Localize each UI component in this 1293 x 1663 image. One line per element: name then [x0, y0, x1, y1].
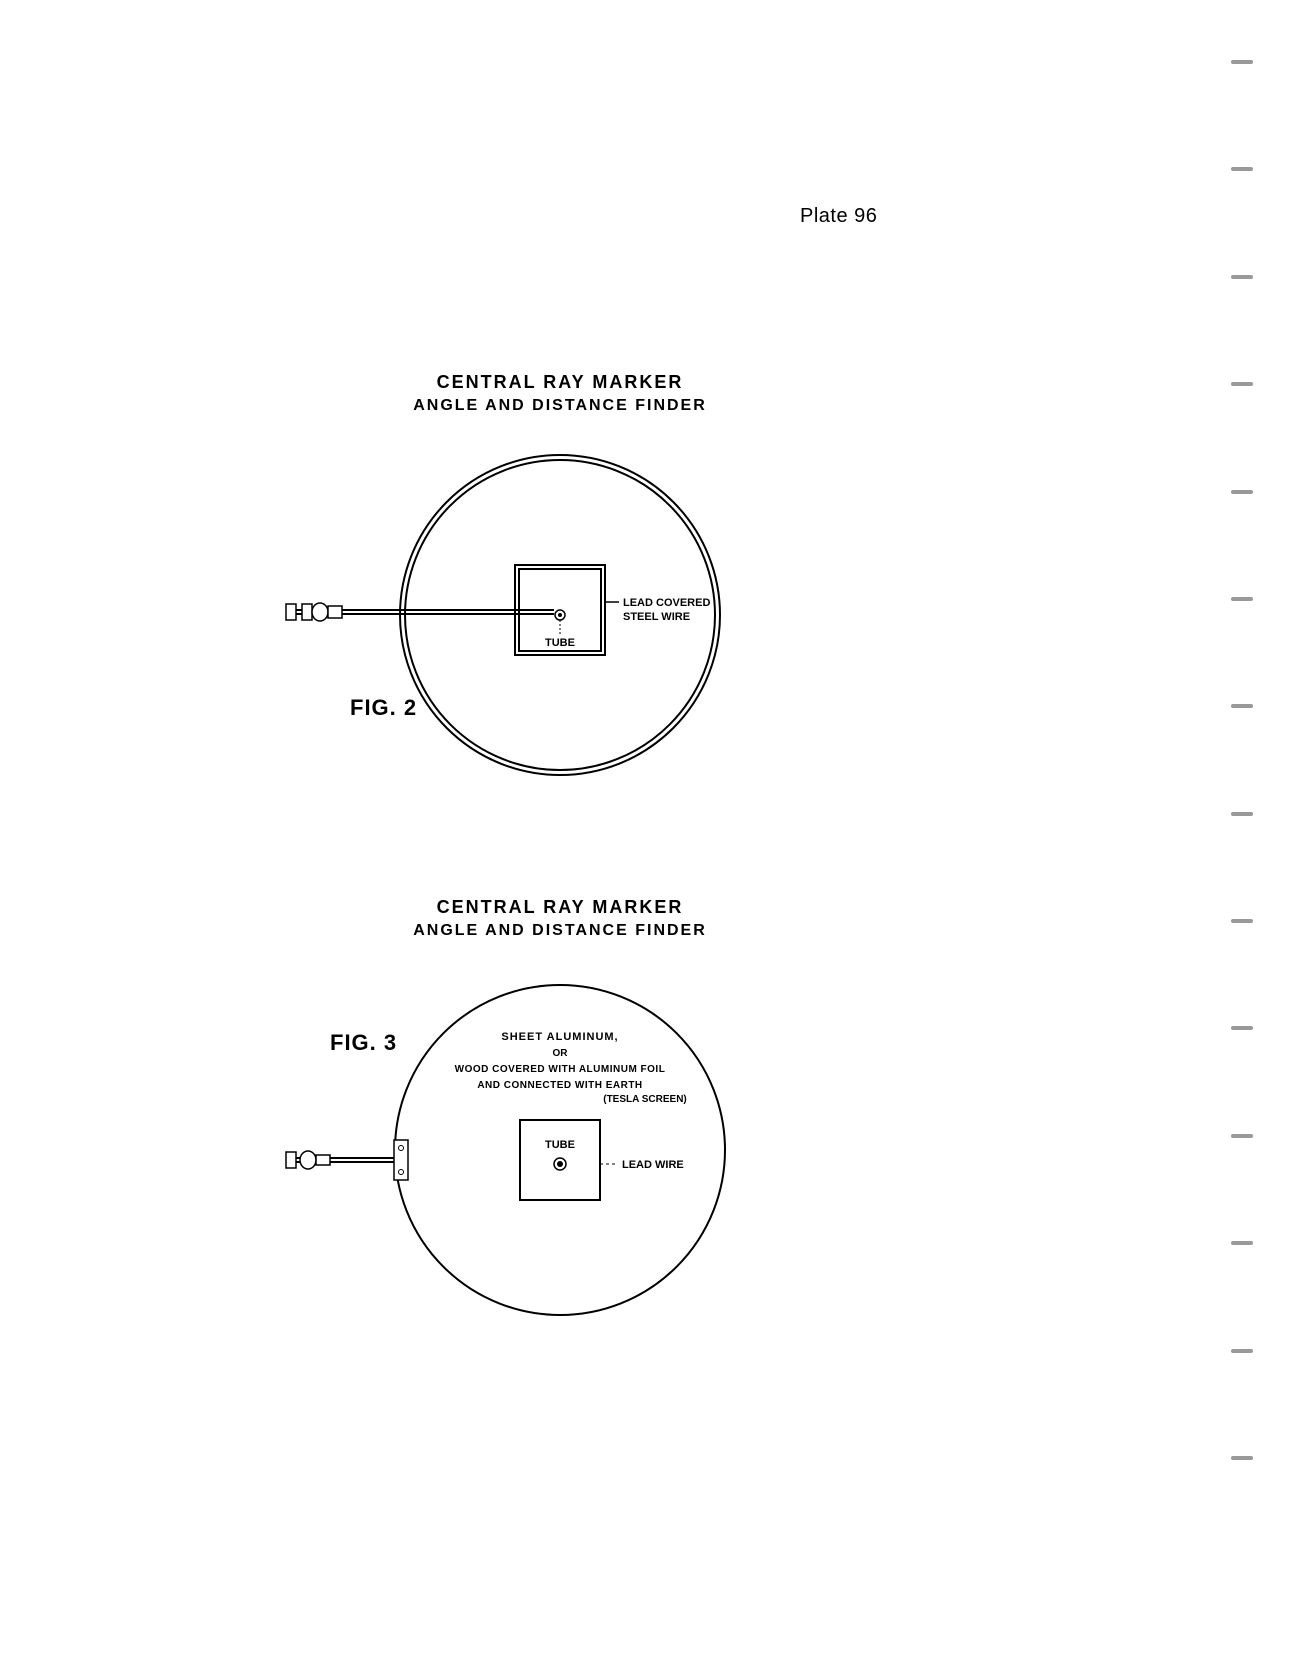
- figure-3-subtitle: ANGLE AND DISTANCE FINDER: [260, 922, 860, 940]
- tube-label: TUBE: [545, 637, 575, 649]
- figure-3-title: CENTRAL RAY MARKER: [260, 895, 860, 920]
- header-line-3: WOOD COVERED WITH ALUMINUM FOIL: [455, 1064, 666, 1075]
- connector-knob: [300, 1151, 316, 1169]
- header-line-1: SHEET ALUMINUM,: [501, 1031, 618, 1043]
- header-line-5: (TESLA SCREEN): [603, 1094, 687, 1105]
- figure-2-label: FIG. 2: [350, 695, 417, 720]
- tube-dot-center: [558, 613, 562, 617]
- page: Plate 96 CENTRAL RAY MARKER ANGLE AND DI…: [0, 0, 1293, 1663]
- connector-knob: [312, 603, 328, 621]
- square: [520, 1120, 600, 1200]
- lead-wire-label: LEAD WIRE: [622, 1159, 684, 1171]
- figure-2-subtitle: ANGLE AND DISTANCE FINDER: [260, 397, 860, 415]
- connector-flange-right: [302, 604, 312, 620]
- header-line-2: OR: [553, 1048, 569, 1059]
- figure-2-block: CENTRAL RAY MARKER ANGLE AND DISTANCE FI…: [260, 370, 860, 820]
- header-line-4: AND CONNECTED WITH EARTH: [477, 1080, 642, 1091]
- figure-3-label: FIG. 3: [330, 1030, 397, 1055]
- plate-number: Plate 96: [800, 205, 877, 228]
- connector-flange-left: [286, 1152, 296, 1168]
- tube-dot-inner: [557, 1161, 563, 1167]
- tube-label: TUBE: [545, 1139, 575, 1151]
- figure-2-title: CENTRAL RAY MARKER: [260, 370, 860, 395]
- connector-flange-left: [286, 604, 296, 620]
- binder-marks: [1231, 60, 1253, 1460]
- figure-2-diagram: TUBE LEAD COVERED STEEL WIRE FIG. 2: [260, 415, 860, 815]
- figure-3-block: CENTRAL RAY MARKER ANGLE AND DISTANCE FI…: [260, 895, 860, 1365]
- connector-sleeve: [328, 606, 342, 618]
- wire-label-2: STEEL WIRE: [623, 611, 690, 623]
- figure-3-diagram: SHEET ALUMINUM, OR WOOD COVERED WITH ALUMI…: [260, 940, 860, 1360]
- wire-label-1: LEAD COVERED: [623, 597, 710, 609]
- connector-sleeve: [316, 1155, 330, 1165]
